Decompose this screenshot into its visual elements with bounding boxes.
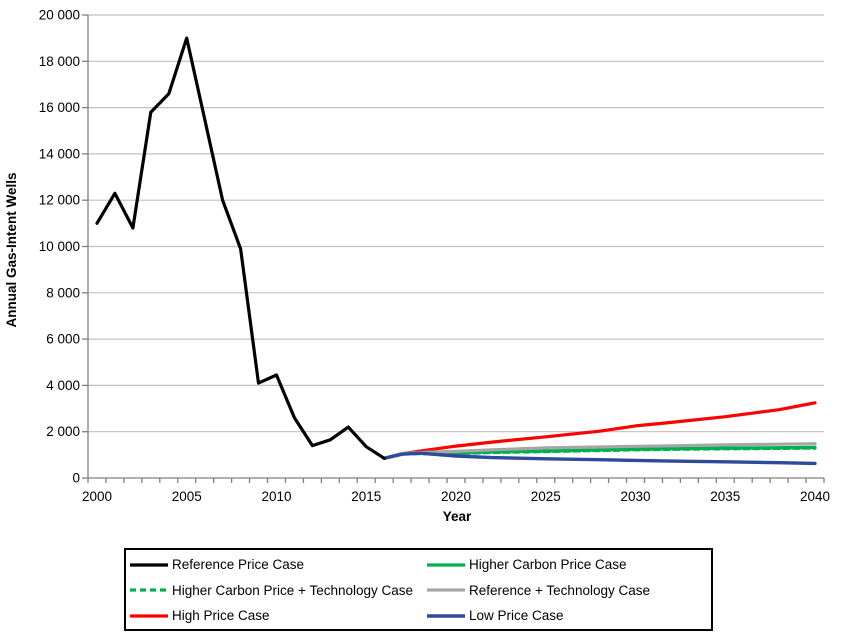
y-tick-label: 6 000: [46, 332, 80, 347]
legend-label-reference-price: Reference Price Case: [172, 557, 305, 572]
legend-entries: Reference Price Case Higher Carbon Price …: [126, 550, 711, 629]
y-tick-label: 10 000: [39, 239, 80, 254]
y-tick-label: 0: [72, 471, 80, 486]
series-layer: [95, 36, 817, 466]
legend-swatch-high-price: [130, 614, 168, 618]
gridlines-layer: [88, 14, 824, 433]
y-axis-title: Annual Gas-Intent Wells: [4, 172, 19, 327]
legend-item-reference-price: Reference Price Case: [129, 552, 426, 577]
x-tick-label: 2035: [710, 489, 740, 504]
y-tick-label: 12 000: [39, 193, 80, 208]
x-tick-label: 2005: [172, 489, 202, 504]
legend-item-low-price: Low Price Case: [426, 603, 711, 628]
x-tick-label: 2010: [261, 489, 291, 504]
x-tick-label: 2025: [531, 489, 561, 504]
legend-swatch-low-price: [427, 614, 465, 618]
legend-label-high-price: High Price Case: [172, 608, 270, 624]
legend-label-reference-tech: Reference + Technology Case: [469, 582, 650, 598]
x-tick-label: 2020: [441, 489, 471, 504]
axes-layer: 0 2 000 4 000 6 000 8 000 10 000 12 000 14 000 1…: [39, 8, 830, 505]
legend-label-low-price: Low Price Case: [469, 608, 564, 624]
legend-item-reference-tech: Reference + Technology Case: [426, 578, 711, 603]
x-tick-label: 2015: [351, 489, 381, 504]
x-axis-title: Year: [443, 509, 472, 524]
x-tick-label: 2040: [800, 489, 830, 504]
legend-item-high-price: High Price Case: [129, 603, 426, 628]
x-tick-label: 2030: [620, 489, 650, 504]
y-tick-label: 2 000: [46, 424, 80, 439]
y-tick-label: 14 000: [39, 146, 80, 161]
legend-swatch-higher-carbon: [427, 562, 465, 567]
y-tick-label: 20 000: [39, 8, 80, 23]
legend-label-higher-carbon-tech: Higher Carbon Price + Technology Case: [172, 582, 414, 598]
y-tick-label: 8 000: [46, 285, 80, 300]
legend-swatch-higher-carbon-tech: [130, 588, 168, 592]
legend-label-higher-carbon: Higher Carbon Price Case: [469, 557, 627, 572]
y-tick-label: 4 000: [46, 378, 80, 393]
y-tick-label: 18 000: [39, 54, 80, 69]
legend-item-higher-carbon: Higher Carbon Price Case: [426, 552, 711, 577]
series-line-low-price: [382, 451, 817, 466]
x-tick-label: 2000: [82, 489, 112, 504]
chart-legend: Reference Price Case Higher Carbon Price …: [124, 548, 713, 631]
legend-item-higher-carbon-tech: Higher Carbon Price + Technology Case: [129, 578, 426, 603]
series-line-reference-price: [95, 36, 386, 460]
legend-swatch-reference-tech: [427, 588, 465, 592]
y-tick-label: 16 000: [39, 100, 80, 115]
legend-swatch-reference-price: [130, 562, 168, 567]
